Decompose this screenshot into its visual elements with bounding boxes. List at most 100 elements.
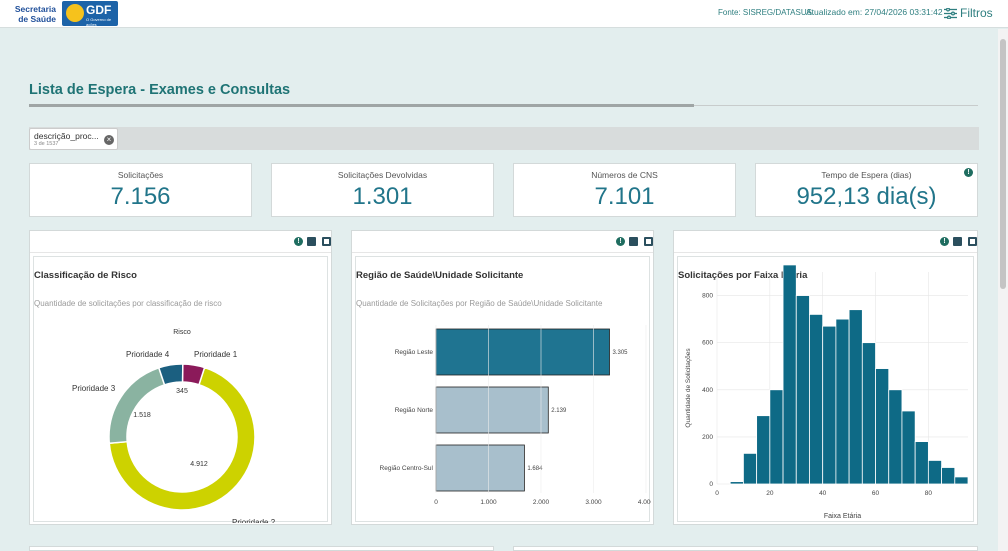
region-bar bbox=[435, 444, 525, 492]
chart-subtitle: Quantidade de solicitações por classific… bbox=[34, 299, 222, 308]
kpi-label: Números de CNS bbox=[591, 170, 658, 180]
chart-title: Classificação de Risco bbox=[34, 270, 137, 281]
kpi-value: 7.101 bbox=[594, 183, 655, 210]
panel-classificacao-risco: ! Classificação de Risco Quantidade de s… bbox=[29, 230, 332, 525]
chart-area: Região de Saúde\Unidade Solicitante Quan… bbox=[355, 256, 651, 522]
histogram-bar bbox=[914, 441, 929, 485]
last-updated: Atualizado em: 27/04/2026 03:31:42 bbox=[806, 7, 943, 17]
histogram-bar bbox=[743, 452, 758, 485]
title-divider bbox=[694, 105, 978, 106]
y-axis-label: Quantidade de Solicitações bbox=[685, 348, 692, 428]
slice-label: Prioridade 3 bbox=[72, 384, 116, 393]
filter-chip[interactable]: descrição_proc... 3 de 1537 × bbox=[29, 128, 118, 150]
histogram-bar bbox=[927, 460, 942, 485]
region-bar bbox=[435, 328, 610, 376]
histogram-bar bbox=[848, 309, 863, 485]
x-axis-label: Faixa Etária bbox=[824, 513, 861, 520]
slice-value: 345 bbox=[176, 388, 188, 395]
x-tick-label: 2.000 bbox=[533, 499, 550, 506]
export-pdf-icon[interactable] bbox=[953, 237, 962, 246]
x-tick-label: 3.000 bbox=[585, 499, 602, 506]
slice-label: Prioridade 2 bbox=[232, 518, 276, 523]
expand-icon[interactable] bbox=[644, 237, 653, 246]
histogram-bar bbox=[822, 325, 837, 485]
secretaria-logo[interactable]: Secretaria de Saúde bbox=[14, 4, 56, 24]
scroll-thumb[interactable] bbox=[1000, 39, 1006, 289]
x-tick-label: 80 bbox=[925, 490, 933, 497]
expand-icon[interactable] bbox=[322, 237, 331, 246]
info-icon[interactable]: ! bbox=[616, 237, 625, 246]
slice-value: 4.912 bbox=[190, 461, 208, 468]
kpi-label: Tempo de Espera (dias) bbox=[821, 170, 912, 180]
gdf-logo[interactable]: GDF O Governo de ações bbox=[62, 1, 118, 27]
histogram-bar bbox=[782, 264, 797, 485]
histogram-bar bbox=[888, 389, 903, 485]
gdf-logo-text: GDF bbox=[86, 3, 112, 17]
donut-slice bbox=[181, 363, 206, 386]
x-tick-label: 1.000 bbox=[480, 499, 497, 506]
info-icon[interactable]: ! bbox=[940, 237, 949, 246]
sun-icon bbox=[66, 4, 84, 22]
close-icon[interactable]: × bbox=[104, 135, 114, 145]
bar-value-label: 2.139 bbox=[551, 408, 567, 414]
x-tick-label: 60 bbox=[872, 490, 880, 497]
kpi-numeros-cns: Números de CNS 7.101 bbox=[513, 163, 736, 217]
brand-line-2: de Saúde bbox=[18, 14, 56, 24]
y-tick-label: 400 bbox=[702, 387, 713, 394]
filter-chip-count: 3 de 1537 bbox=[34, 141, 59, 147]
info-icon[interactable]: ! bbox=[964, 168, 973, 177]
export-pdf-icon[interactable] bbox=[629, 237, 638, 246]
panel-toolbar: ! bbox=[30, 231, 331, 253]
histogram-bar bbox=[756, 415, 771, 485]
filter-chip-label: descrição_proc... bbox=[34, 131, 99, 141]
age-histogram: 0 200 400 600 800 0 20 40 60 80 Faixa Etária Quanti… bbox=[685, 264, 969, 520]
kpi-solicitacoes-devolvidas: Solicitações Devolvidas 1.301 bbox=[271, 163, 494, 217]
x-tick-label: 0 bbox=[434, 499, 438, 506]
region-label: Região Leste bbox=[395, 349, 434, 356]
kpi-label: Solicitações Devolvidas bbox=[337, 170, 428, 180]
slice-label: Prioridade 4 bbox=[126, 350, 170, 359]
vertical-scrollbar[interactable] bbox=[998, 29, 1008, 551]
top-bar: Secretaria de Saúde GDF O Governo de açõ… bbox=[0, 0, 1008, 28]
title-underline bbox=[29, 104, 694, 107]
region-bar-chart: Região Leste 3.305 Região Norte 2.139 Região… bbox=[380, 325, 651, 506]
slice-label: Prioridade 1 bbox=[194, 350, 238, 359]
filters-button[interactable]: Filtros bbox=[944, 4, 993, 22]
next-row-panel bbox=[513, 546, 978, 551]
y-tick-label: 200 bbox=[702, 434, 713, 441]
panel-toolbar: ! bbox=[674, 231, 977, 253]
kpi-tempo-espera: Tempo de Espera (dias) 952,13 dia(s) ! bbox=[755, 163, 978, 217]
x-tick-label: 40 bbox=[819, 490, 827, 497]
y-tick-label: 0 bbox=[709, 481, 713, 488]
kpi-label: Solicitações bbox=[117, 170, 164, 180]
chart-subtitle: Quantidade de Solicitações por Região de… bbox=[356, 299, 603, 308]
gdf-tagline: O Governo de ações bbox=[86, 17, 112, 27]
region-label: Região Norte bbox=[395, 407, 434, 414]
chart-area: Classificação de Risco Quantidade de sol… bbox=[33, 256, 328, 523]
panel-faixa-etaria: ! Solicitações por Faixa Etária 0 200 400 6… bbox=[673, 230, 978, 525]
export-pdf-icon[interactable] bbox=[307, 237, 316, 246]
histogram-bar bbox=[769, 389, 784, 485]
brand-line-1: Secretaria bbox=[14, 4, 56, 14]
histogram-bar bbox=[954, 476, 969, 485]
panel-toolbar: ! bbox=[352, 231, 653, 253]
kpi-value: 952,13 dia(s) bbox=[796, 183, 937, 210]
kpi-value: 7.156 bbox=[110, 183, 171, 210]
histogram-bar bbox=[875, 368, 890, 485]
data-source: Fonte: SISREG/DATASUS. bbox=[718, 8, 815, 17]
region-label: Região Centro-Sul bbox=[380, 465, 434, 472]
chart-area: Solicitações por Faixa Etária 0 200 400 600… bbox=[677, 256, 974, 522]
bar-value-label: 3.305 bbox=[613, 350, 629, 356]
histogram-bar bbox=[809, 314, 824, 485]
x-tick-label: 20 bbox=[766, 490, 774, 497]
histogram-bar bbox=[729, 481, 744, 485]
donut-chart: Risco Prioridade 2 4.912 Prioridade 3 1.518 P… bbox=[72, 329, 276, 523]
expand-icon[interactable] bbox=[968, 237, 977, 246]
page-title: Lista de Espera - Exames e Consultas bbox=[29, 82, 291, 98]
kpi-value: 1.301 bbox=[352, 183, 413, 210]
region-bar bbox=[435, 386, 549, 434]
chart-title: Solicitações por Faixa Etária bbox=[678, 270, 808, 281]
histogram-bar bbox=[795, 295, 810, 485]
info-icon[interactable]: ! bbox=[294, 237, 303, 246]
donut-slice bbox=[108, 366, 256, 511]
